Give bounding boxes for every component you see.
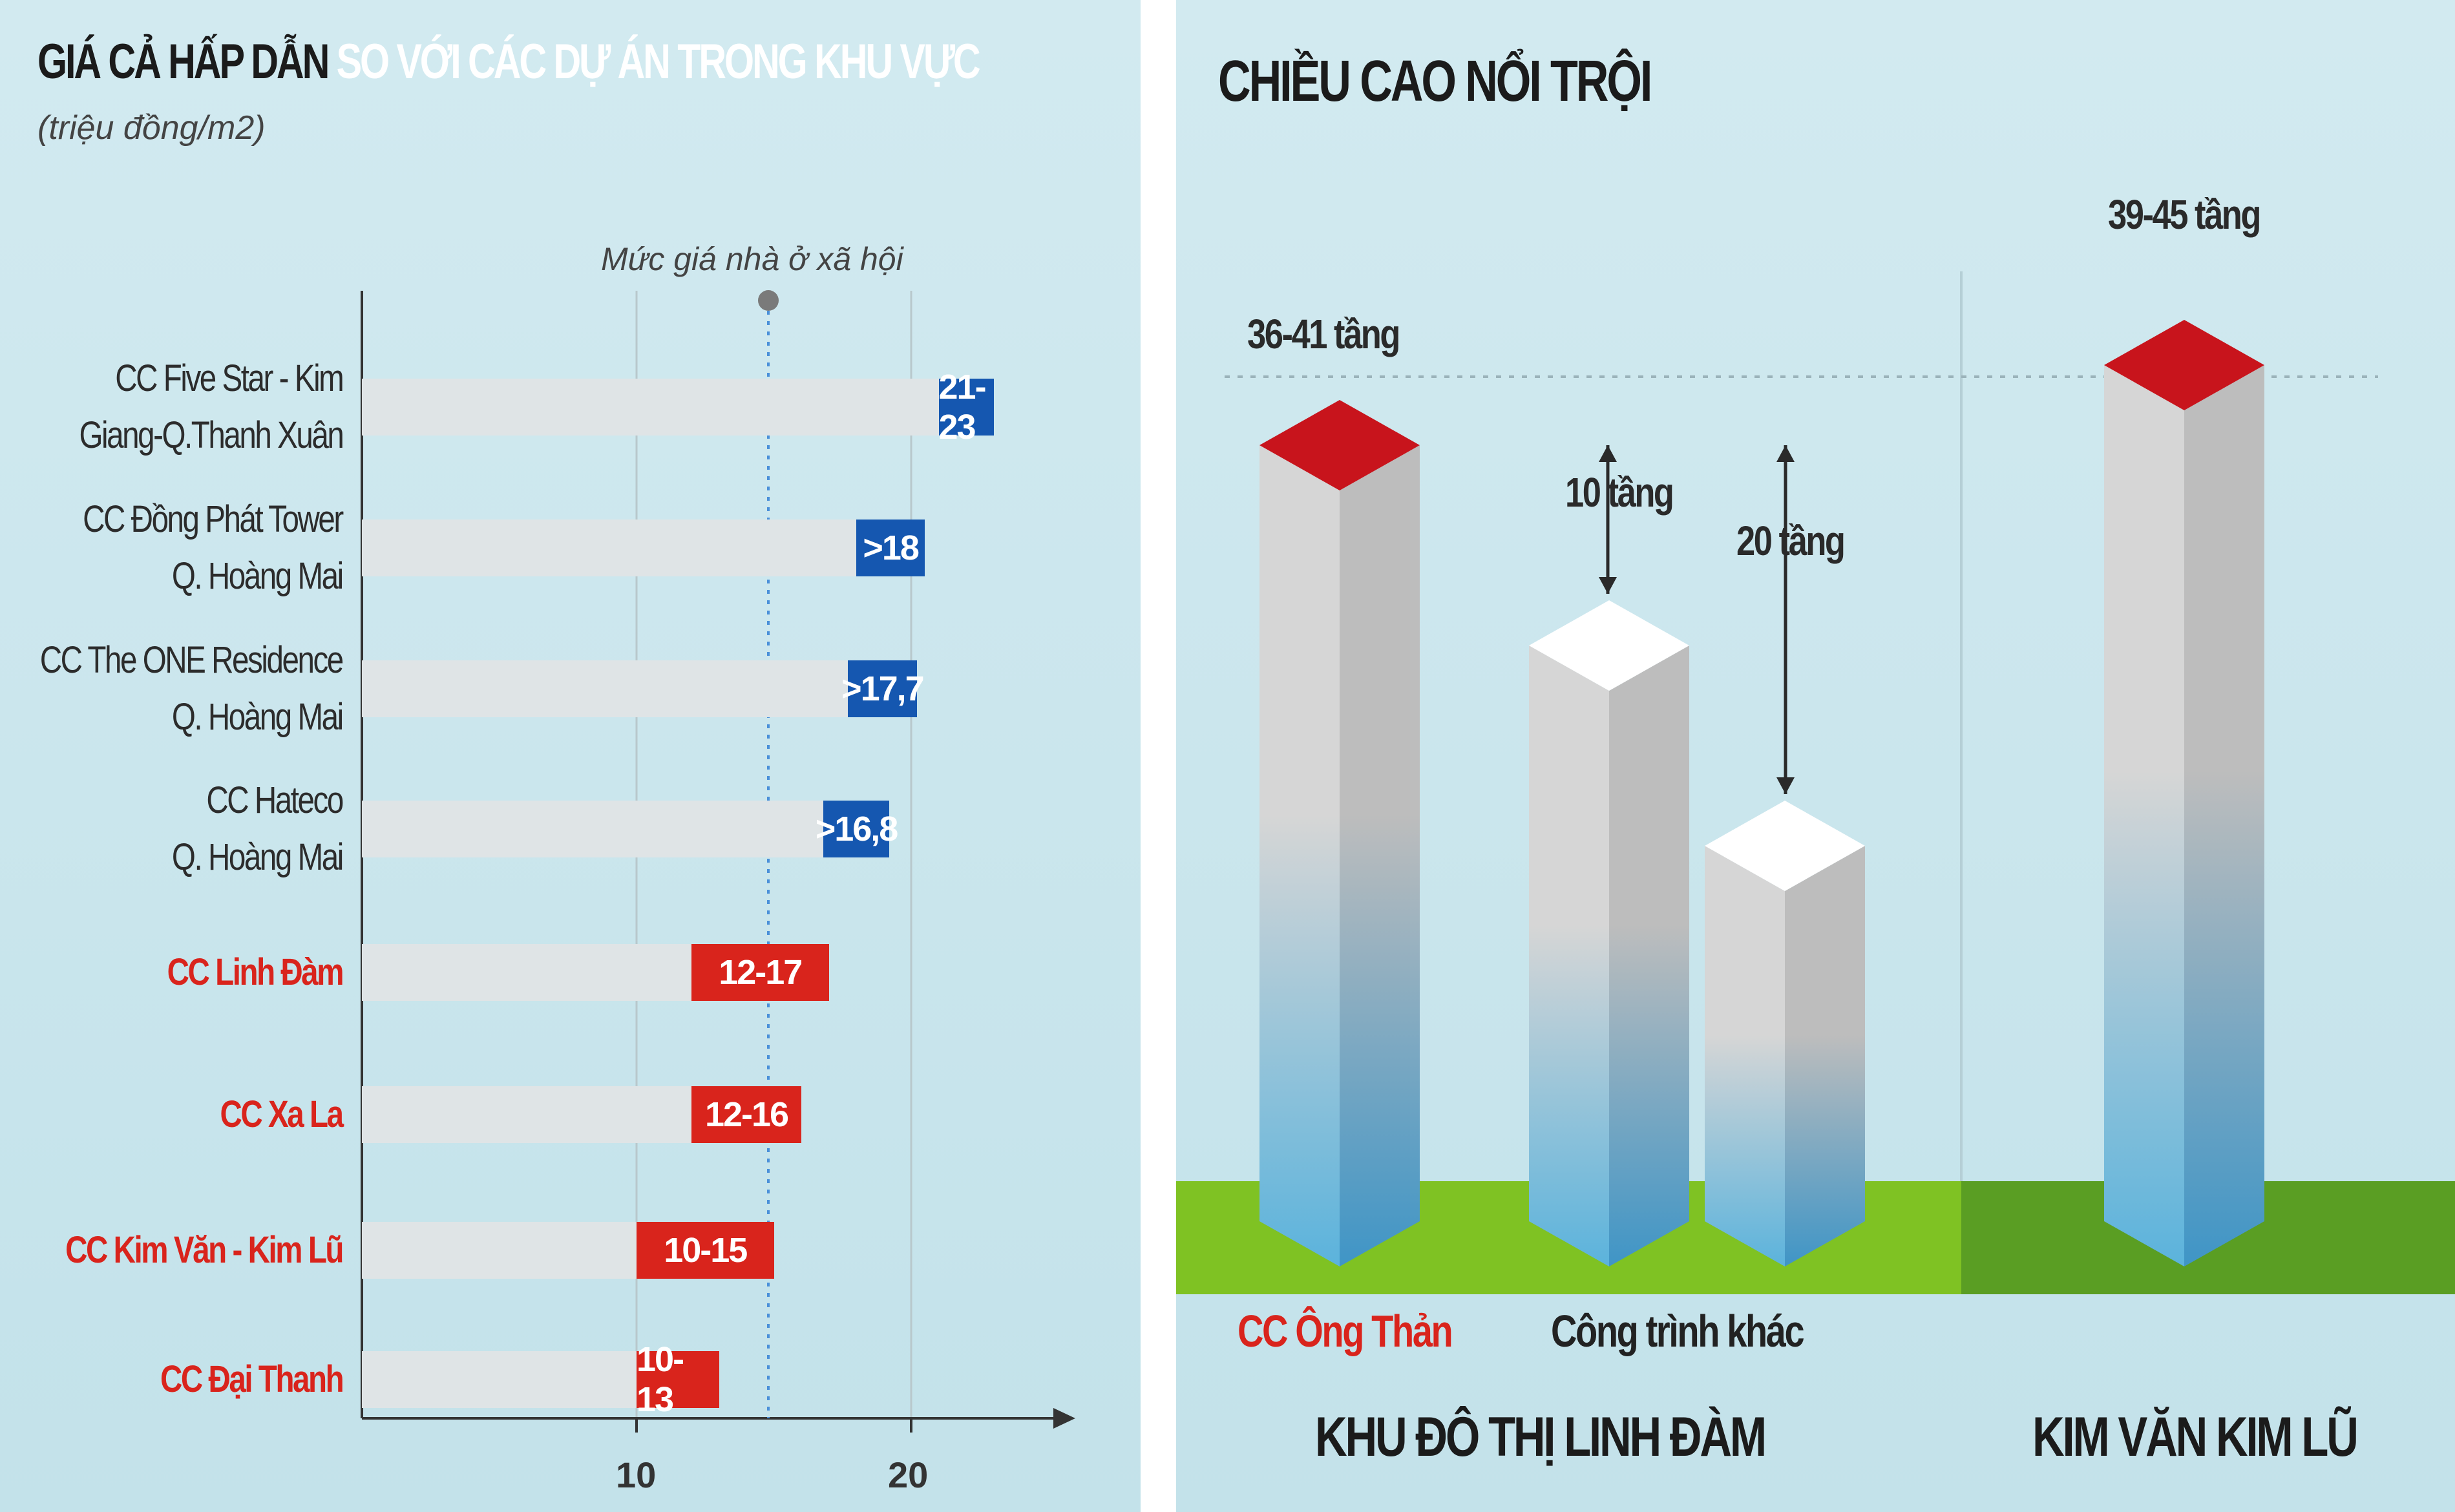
ground-label-other: Công trình khác: [1551, 1306, 1805, 1356]
building-3-right-face: [1785, 846, 1865, 1266]
bar-value-3: >16,8: [816, 801, 898, 857]
ground-label-ong-than: CC Ông Thản: [1238, 1306, 1453, 1356]
x-tick-20: 20: [888, 1454, 929, 1495]
bar-value-2: >17,7: [841, 660, 925, 717]
building-3-left-face: [1705, 846, 1785, 1266]
building-4-right-face: [2184, 365, 2264, 1266]
area-label-kim-van: KIM VĂN KIM LŨ: [2032, 1406, 2359, 1468]
diff-arrowhead-bottom-0: [1599, 577, 1617, 594]
building-1-right-face: [1340, 445, 1420, 1266]
category-label-line2: Giang-Q.Thanh Xuân: [79, 414, 344, 456]
diff-20-label: 20 tầng: [1736, 518, 1846, 564]
reference-line-label: Mức giá nhà ở xã hội: [601, 241, 903, 277]
bar-value-4: 12-17: [691, 944, 829, 1001]
building-4-floor-label: 39-45 tầng: [2108, 191, 2261, 238]
title-dark-part: GIÁ CẢ HẤP DẪN: [37, 34, 330, 89]
price-chart-title: GIÁ CẢ HẤP DẪN SO VỚI CÁC DỰ ÁN TRONG KH…: [37, 34, 981, 90]
unit-label: (triệu đồng/m2): [37, 109, 266, 147]
title-light-part: SO VỚI CÁC DỰ ÁN TRONG KHU VỰC: [336, 34, 981, 89]
bar-track: [362, 379, 939, 436]
bar-track: [362, 520, 856, 576]
building-3-roof: [1705, 801, 1865, 891]
building-4-left-face: [2104, 365, 2184, 1266]
category-label-line2: Q. Hoàng Mai: [172, 696, 344, 738]
diff-10-label: 10 tầng: [1565, 469, 1674, 516]
bar-track: [362, 1222, 637, 1279]
bar-value-6: 10-15: [637, 1222, 774, 1279]
price-chart-svg: [361, 290, 1075, 1433]
building-1-left-face: [1259, 445, 1340, 1266]
diff-arrowhead-bottom-1: [1776, 777, 1795, 794]
bar-value-0: 21-23: [938, 368, 994, 446]
category-label-5: CC Xa La: [220, 1093, 344, 1135]
category-label-line2: Q. Hoàng Mai: [172, 555, 344, 597]
category-label-2: CC The ONE Residence Q. Hoàng Mai: [39, 632, 344, 746]
category-label-6: CC Kim Văn - Kim Lũ: [65, 1229, 344, 1271]
bar-track: [362, 1351, 637, 1408]
bar-value-5: 12-16: [691, 1086, 801, 1143]
height-chart-svg: [1176, 271, 2455, 1294]
bar-track: [362, 660, 848, 717]
area-label-linh-dam: KHU ĐÔ THỊ LINH ĐÀM: [1315, 1406, 1767, 1468]
category-label-line2: Q. Hoàng Mai: [172, 836, 344, 878]
x-axis-arrow: [1053, 1408, 1075, 1429]
price-chart-panel: GIÁ CẢ HẤP DẪN SO VỚI CÁC DỰ ÁN TRONG KH…: [0, 0, 1141, 1512]
reference-dot: [758, 290, 779, 311]
category-label-line1: CC Đồng Phát Tower: [83, 498, 344, 540]
category-label-line1: CC Five Star - Kim: [114, 357, 344, 399]
diff-arrowhead-top-0: [1599, 445, 1617, 462]
bar-track: [362, 944, 691, 1001]
diff-arrowhead-top-1: [1776, 445, 1795, 462]
category-label-4: CC Linh Đàm: [167, 951, 344, 993]
category-label-7: CC Đại Thanh: [160, 1358, 344, 1400]
category-label-0: CC Five Star - Kim Giang-Q.Thanh Xuân: [79, 350, 344, 464]
x-tick-10: 10: [616, 1454, 657, 1495]
category-label-3: CC Hateco Q. Hoàng Mai: [172, 772, 344, 886]
building-1-roof: [1259, 400, 1420, 490]
height-chart-title: CHIỀU CAO NỔI TRỘI: [1218, 49, 1652, 114]
bar-value-7: 10-13: [637, 1340, 719, 1419]
category-label-line1: CC The ONE Residence: [39, 639, 344, 681]
building-1-floor-label: 36-41 tầng: [1247, 311, 1400, 357]
height-chart-panel: [1176, 0, 2455, 1512]
category-label-1: CC Đồng Phát Tower Q. Hoàng Mai: [83, 491, 344, 605]
bar-track: [362, 1086, 691, 1143]
building-4-roof: [2104, 320, 2264, 410]
building-2-right-face: [1609, 646, 1689, 1266]
building-2-left-face: [1529, 646, 1609, 1266]
bar-track: [362, 801, 823, 857]
category-label-line1: CC Hateco: [206, 779, 344, 821]
building-2-roof: [1529, 600, 1689, 691]
bar-value-1: >18: [856, 520, 925, 576]
